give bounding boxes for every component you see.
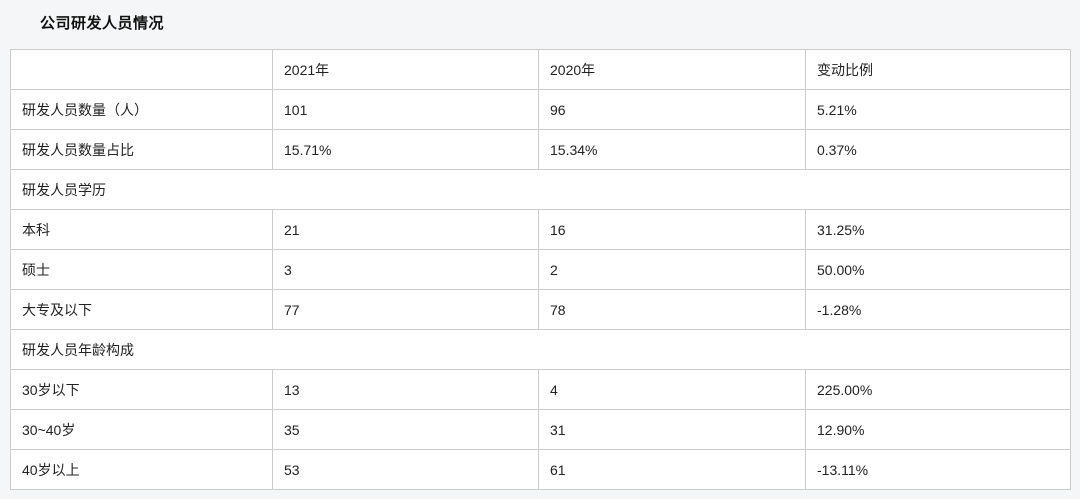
- cell-change-ratio: 12.90%: [805, 409, 1071, 450]
- cell-2020: 4: [538, 369, 806, 410]
- cell-2021: 13: [272, 369, 539, 410]
- cell-2020: 78: [538, 289, 806, 330]
- col-header-change-ratio: 变动比例: [805, 49, 1071, 90]
- cell-change-ratio: 5.21%: [805, 89, 1071, 130]
- cell-2020: 15.34%: [538, 129, 806, 170]
- row-label: 大专及以下: [10, 289, 273, 330]
- row-label: 40岁以上: [10, 449, 273, 490]
- cell-2021: 21: [272, 209, 539, 250]
- page-title: 公司研发人员情况: [40, 15, 165, 32]
- row-label: 研发人员数量占比: [10, 129, 273, 170]
- table-row: 硕士 3 2 50.00%: [10, 249, 1071, 290]
- table-row: 40岁以上 53 61 -13.11%: [10, 449, 1071, 490]
- cell-change-ratio: 225.00%: [805, 369, 1071, 410]
- cell-change-ratio: 0.37%: [805, 129, 1071, 170]
- cell-2021: 15.71%: [272, 129, 539, 170]
- cell-change-ratio: -1.28%: [805, 289, 1071, 330]
- cell-2020: 61: [538, 449, 806, 490]
- row-label: 硕士: [10, 249, 273, 290]
- cell-change-ratio: 31.25%: [805, 209, 1071, 250]
- row-label: 研发人员数量（人）: [10, 89, 273, 130]
- cell-2020: 31: [538, 409, 806, 450]
- cell-2020: 2: [538, 249, 806, 290]
- row-label: 30~40岁: [10, 409, 273, 450]
- table-row: 研发人员数量占比 15.71% 15.34% 0.37%: [10, 129, 1071, 170]
- col-header-empty: [10, 49, 273, 90]
- cell-2021: 35: [272, 409, 539, 450]
- row-label: 本科: [10, 209, 273, 250]
- table-row: 30岁以下 13 4 225.00%: [10, 369, 1071, 410]
- cell-change-ratio: 50.00%: [805, 249, 1071, 290]
- table-row: 本科 21 16 31.25%: [10, 209, 1071, 250]
- cell-2020: 16: [538, 209, 806, 250]
- cell-2021: 77: [272, 289, 539, 330]
- col-header-2020: 2020年: [538, 49, 806, 90]
- cell-2021: 3: [272, 249, 539, 290]
- table-header-row: 2021年 2020年 变动比例: [10, 49, 1071, 90]
- section-row-education: 研发人员学历: [10, 169, 1071, 210]
- table-row: 大专及以下 77 78 -1.28%: [10, 289, 1071, 330]
- section-label: 研发人员学历: [10, 169, 1071, 210]
- col-header-2021: 2021年: [272, 49, 539, 90]
- section-row-age: 研发人员年龄构成: [10, 329, 1071, 370]
- cell-2020: 96: [538, 89, 806, 130]
- row-label: 30岁以下: [10, 369, 273, 410]
- table-row: 研发人员数量（人） 101 96 5.21%: [10, 89, 1071, 130]
- rd-personnel-table: 2021年 2020年 变动比例 研发人员数量（人） 101 96 5.21% …: [10, 49, 1071, 490]
- cell-change-ratio: -13.11%: [805, 449, 1071, 490]
- cell-2021: 101: [272, 89, 539, 130]
- table-row: 30~40岁 35 31 12.90%: [10, 409, 1071, 450]
- cell-2021: 53: [272, 449, 539, 490]
- section-label: 研发人员年龄构成: [10, 329, 1071, 370]
